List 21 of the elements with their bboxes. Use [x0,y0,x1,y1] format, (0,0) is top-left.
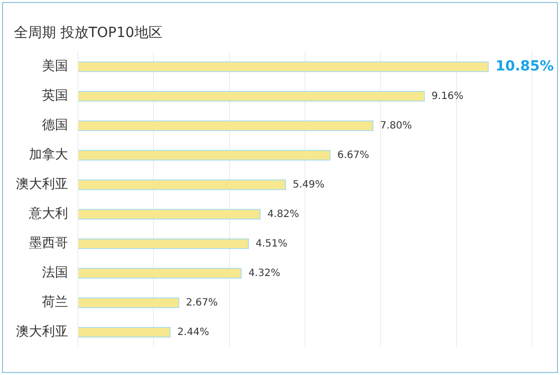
data-label: 5.49% [292,179,324,190]
y-tick-label: 意大利 [28,206,68,222]
y-tick-label: 荷兰 [42,295,68,310]
y-tick-label: 英国 [42,88,68,104]
y-tick-label: 澳大利亚 [16,177,68,192]
y-tick-label: 加拿大 [29,148,68,163]
data-label: 4.51% [256,238,288,250]
data-label: 10.85% [495,58,554,74]
data-label: 4.82% [267,208,300,220]
data-label: 9.16% [432,90,464,102]
data-label: 2.67% [186,297,218,308]
chart-title: 全周期 投放TOP10地区 [14,24,162,42]
data-label: 6.67% [337,150,370,161]
y-tick-label: 墨西哥 [29,236,68,252]
data-label: 4.32% [248,268,280,279]
y-tick-label: 美国 [42,58,68,74]
y-tick-label: 澳大利亚 [16,324,68,340]
y-tick-label: 法国 [42,266,68,281]
y-tick-label: 德国 [42,118,68,134]
data-label: 7.80% [380,120,412,132]
data-label: 2.44% [177,326,210,338]
